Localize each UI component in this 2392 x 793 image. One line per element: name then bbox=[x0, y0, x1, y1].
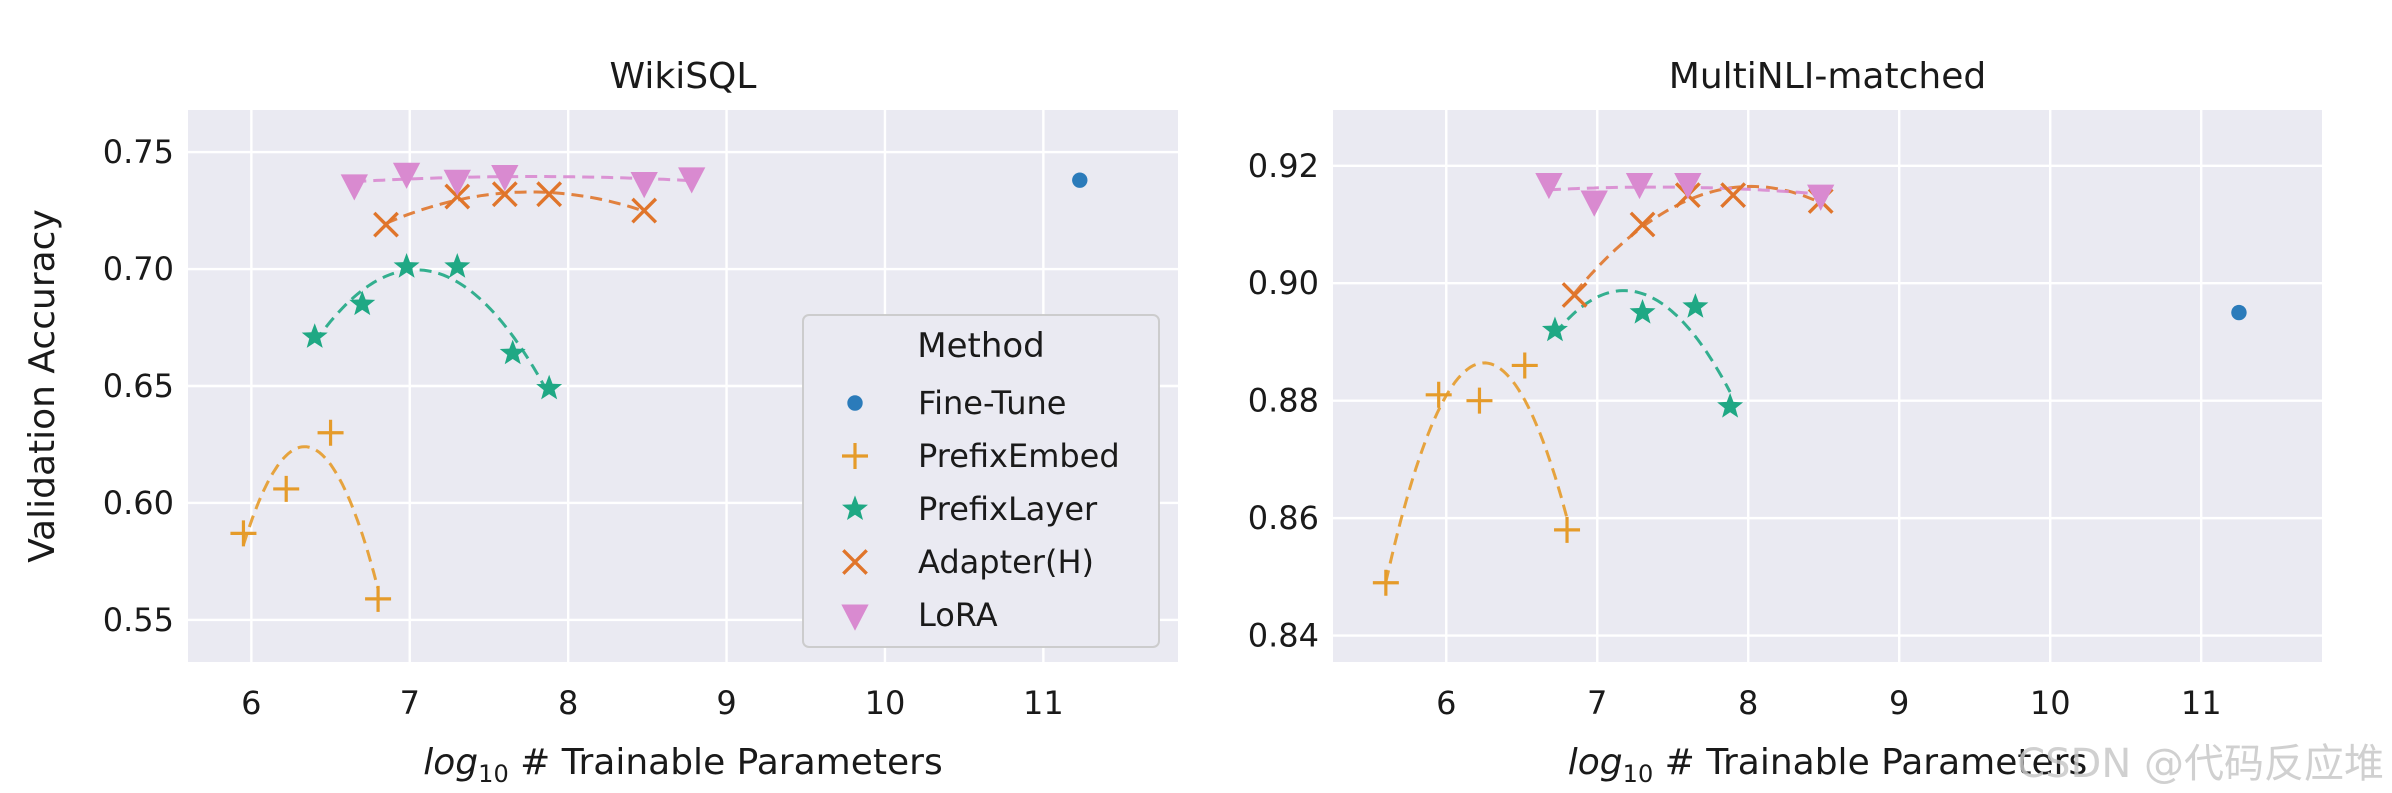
point-prefixembed bbox=[273, 475, 300, 502]
point-prefixlayer bbox=[444, 253, 471, 278]
point-fine-tune bbox=[1072, 172, 1088, 188]
legend-entry-prefixembed: PrefixEmbed bbox=[918, 437, 1120, 475]
y-tick-label: 0.60 bbox=[103, 484, 174, 522]
point-adapter-h bbox=[491, 181, 518, 208]
fit-line-adapter-h bbox=[385, 190, 645, 225]
point-adapter-h bbox=[631, 197, 658, 224]
point-prefixlayer bbox=[536, 374, 563, 400]
point-prefixembed bbox=[1554, 516, 1581, 543]
point-prefixembed bbox=[1511, 352, 1538, 379]
y-tick-label: 0.70 bbox=[103, 250, 174, 288]
legend-marker-prefixembed bbox=[842, 443, 868, 469]
legend-marker-lora bbox=[841, 604, 869, 631]
x-tick-label: 7 bbox=[1587, 684, 1607, 722]
x-tick-label: 11 bbox=[2181, 684, 2222, 722]
point-lora bbox=[1580, 190, 1608, 217]
fit-line-prefixlayer bbox=[313, 268, 551, 396]
point-prefixlayer bbox=[1541, 316, 1568, 342]
point-lora bbox=[1807, 184, 1835, 211]
chart-title: MultiNLI-matched bbox=[1669, 56, 1986, 97]
point-prefixlayer bbox=[393, 253, 420, 278]
point-lora bbox=[1625, 172, 1654, 200]
fit-line-prefixembed bbox=[1384, 361, 1569, 583]
x-tick-label: 7 bbox=[400, 684, 420, 722]
y-tick-label: 0.75 bbox=[103, 133, 174, 171]
point-prefixembed bbox=[1372, 569, 1399, 596]
fit-line-prefixembed bbox=[241, 445, 380, 590]
x-tick-label: 10 bbox=[865, 684, 906, 722]
point-lora bbox=[678, 167, 706, 194]
chart-multinli-matched: 6 7 8 9 10 11 0.84 0.86 0.88 0.90 0.92 MultiNLI-mat… bbox=[1248, 56, 2322, 788]
point-adapter-h bbox=[1720, 182, 1747, 209]
legend-marker-prefixlayer bbox=[842, 495, 868, 521]
point-lora bbox=[491, 165, 519, 192]
x-tick-label: 6 bbox=[241, 684, 261, 722]
x-axis-label: log10 # Trainable Parameters bbox=[1568, 742, 2087, 788]
legend-entry-lora: LoRA bbox=[918, 596, 998, 634]
x-tick-label: 9 bbox=[1889, 684, 1909, 722]
point-prefixlayer bbox=[349, 290, 376, 316]
legend-marker-fine-tune bbox=[847, 395, 863, 411]
chart-title: WikiSQL bbox=[610, 56, 757, 97]
point-prefixembed bbox=[365, 585, 392, 612]
x-tick-label: 9 bbox=[716, 684, 736, 722]
legend: Method Fine-Tune PrefixEmbed PrefixLayer Ada… bbox=[802, 314, 1160, 648]
legend-entry-fine-tune: Fine-Tune bbox=[918, 384, 1066, 422]
point-lora bbox=[1535, 172, 1563, 200]
y-tick-label: 0.86 bbox=[1248, 499, 1319, 537]
y-tick-label: 0.88 bbox=[1248, 382, 1319, 420]
legend-box bbox=[802, 314, 1160, 648]
y-tick-label: 0.84 bbox=[1248, 617, 1319, 655]
point-prefixlayer bbox=[499, 339, 526, 365]
point-prefixlayer bbox=[301, 323, 328, 348]
y-tick-label: 0.92 bbox=[1248, 147, 1319, 185]
chart-wikisql: 6 7 8 9 10 11 0.55 0.60 0.65 0.70 0.75 WikiSQL log10… bbox=[22, 56, 1178, 788]
plot-area bbox=[1333, 110, 2322, 662]
legend-marker-adapter-h bbox=[842, 549, 868, 575]
point-prefixembed bbox=[1425, 381, 1452, 408]
point-lora bbox=[443, 169, 471, 196]
legend-entry-prefixlayer: PrefixLayer bbox=[918, 490, 1098, 528]
point-adapter-h bbox=[1629, 211, 1656, 238]
point-adapter-h bbox=[1561, 282, 1588, 308]
point-prefixembed bbox=[317, 419, 344, 446]
x-tick-label: 10 bbox=[2030, 684, 2071, 722]
x-tick-label: 8 bbox=[558, 684, 578, 722]
x-tick-label: 6 bbox=[1436, 684, 1456, 722]
y-tick-label: 0.65 bbox=[103, 367, 174, 405]
watermark: CSDN @代码反应堆 bbox=[2017, 741, 2384, 787]
point-adapter-h bbox=[373, 211, 399, 238]
point-adapter-h bbox=[444, 183, 471, 210]
fit-line-adapter-h bbox=[1573, 184, 1822, 295]
legend-entry-adapter-h: Adapter(H) bbox=[918, 543, 1094, 581]
x-tick-label: 11 bbox=[1023, 684, 1064, 722]
point-lora bbox=[1674, 172, 1702, 200]
point-adapter-h bbox=[536, 181, 563, 208]
legend-title: Method bbox=[917, 326, 1045, 366]
y-tick-label: 0.90 bbox=[1248, 264, 1319, 302]
point-lora bbox=[392, 162, 421, 189]
y-axis-label: Validation Accuracy bbox=[22, 209, 63, 563]
point-fine-tune bbox=[2231, 304, 2247, 321]
point-prefixlayer bbox=[1629, 298, 1656, 324]
point-lora bbox=[630, 172, 658, 199]
point-prefixembed bbox=[230, 520, 257, 547]
point-prefixembed bbox=[1466, 387, 1493, 414]
point-prefixlayer bbox=[1682, 293, 1709, 318]
point-prefixlayer bbox=[1717, 392, 1744, 418]
y-tick-label: 0.55 bbox=[103, 601, 174, 639]
x-tick-label: 8 bbox=[1738, 684, 1758, 722]
point-lora bbox=[340, 174, 368, 201]
x-axis-label: log10 # Trainable Parameters bbox=[423, 742, 942, 788]
